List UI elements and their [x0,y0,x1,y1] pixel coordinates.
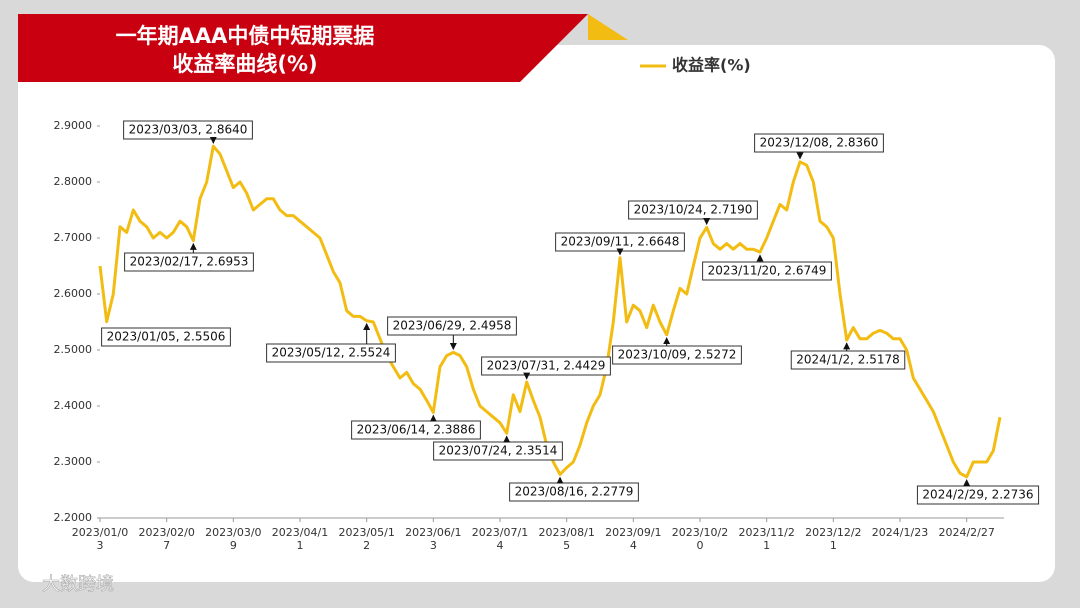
annotation-label: 2023/08/16, 2.2779 [515,485,634,499]
x-tick-label: 2023/05/12 [338,526,395,552]
annotation-label: 2023/10/09, 2.5272 [618,348,737,362]
x-tick-label: 2023/04/11 [271,526,329,552]
annotation-label: 2023/11/20, 2.6749 [708,264,827,278]
annotation-label: 2023/06/14, 2.3886 [357,423,476,437]
x-tick-label: 2023/12/21 [805,526,862,552]
x-tick-label: 2023/03/09 [205,526,262,552]
annotation-label: 2023/07/31, 2.4429 [487,359,606,373]
annotation-label: 2023/03/03, 2.8640 [129,123,248,137]
chart-title: 收益率曲线(%) [172,52,317,76]
annotation-box [124,252,254,272]
annotation-box [628,200,758,220]
annotation-box [916,485,1040,505]
annotation-label: 2023/07/24, 2.3514 [439,444,558,458]
annotation-label: 2023/02/17, 2.6953 [130,255,249,269]
x-tick-label: 2023/10/20 [671,526,729,552]
y-tick-label: 2.4000 [54,399,93,412]
annotation-box [123,120,253,140]
y-tick-label: 2.3000 [54,455,93,468]
y-tick-label: 2.6000 [54,287,93,300]
annotation-label: 2023/09/11, 2.6648 [561,235,680,249]
y-tick-label: 2.9000 [54,119,93,132]
annotation-box [387,316,517,336]
annotation-label: 2023/05/12, 2.5524 [272,346,391,360]
x-tick-label: 2024/2/27 [938,526,995,539]
chart-title: 一年期AAA中债中短期票据 [116,24,375,48]
annotation-label: 2024/2/29, 2.2736 [922,488,1033,502]
annotation-box [612,345,742,365]
y-tick-label: 2.5000 [54,343,93,356]
x-tick-label: 2023/07/14 [471,526,529,552]
annotation-box [481,356,611,376]
legend-label: 收益率(%) [672,56,751,75]
annotation-label: 2023/06/29, 2.4958 [393,319,512,333]
banner [18,14,588,82]
annotation-box [433,441,563,461]
x-tick-label: 2024/1/23 [871,526,929,539]
x-tick-label: 2023/11/21 [738,526,795,552]
watermark: 大数跨境 [42,574,114,595]
annotation-label: 2023/10/24, 2.7190 [634,203,753,217]
annotation-box [790,350,906,370]
annotation-label: 2024/1/2, 2.5178 [796,353,900,367]
annotation-box [266,343,396,363]
y-tick-label: 2.7000 [54,231,93,244]
x-tick-label: 2023/08/15 [538,526,595,552]
x-tick-label: 2023/09/14 [605,526,662,552]
annotation-label: 2023/12/08, 2.8360 [760,136,879,150]
annotation-box [754,133,884,153]
x-tick-label: 2023/02/07 [138,526,195,552]
annotation-box [509,482,639,502]
annotation-label: 2023/01/05, 2.5506 [107,330,226,344]
x-tick-label: 2023/01/03 [71,526,129,552]
y-tick-label: 2.8000 [54,175,93,188]
annotation-box [101,327,231,347]
x-tick-label: 2023/06/13 [405,526,462,552]
annotation-box [702,261,832,281]
y-tick-label: 2.2000 [54,511,93,524]
annotation-box [351,420,481,440]
banner-accent [588,14,628,40]
